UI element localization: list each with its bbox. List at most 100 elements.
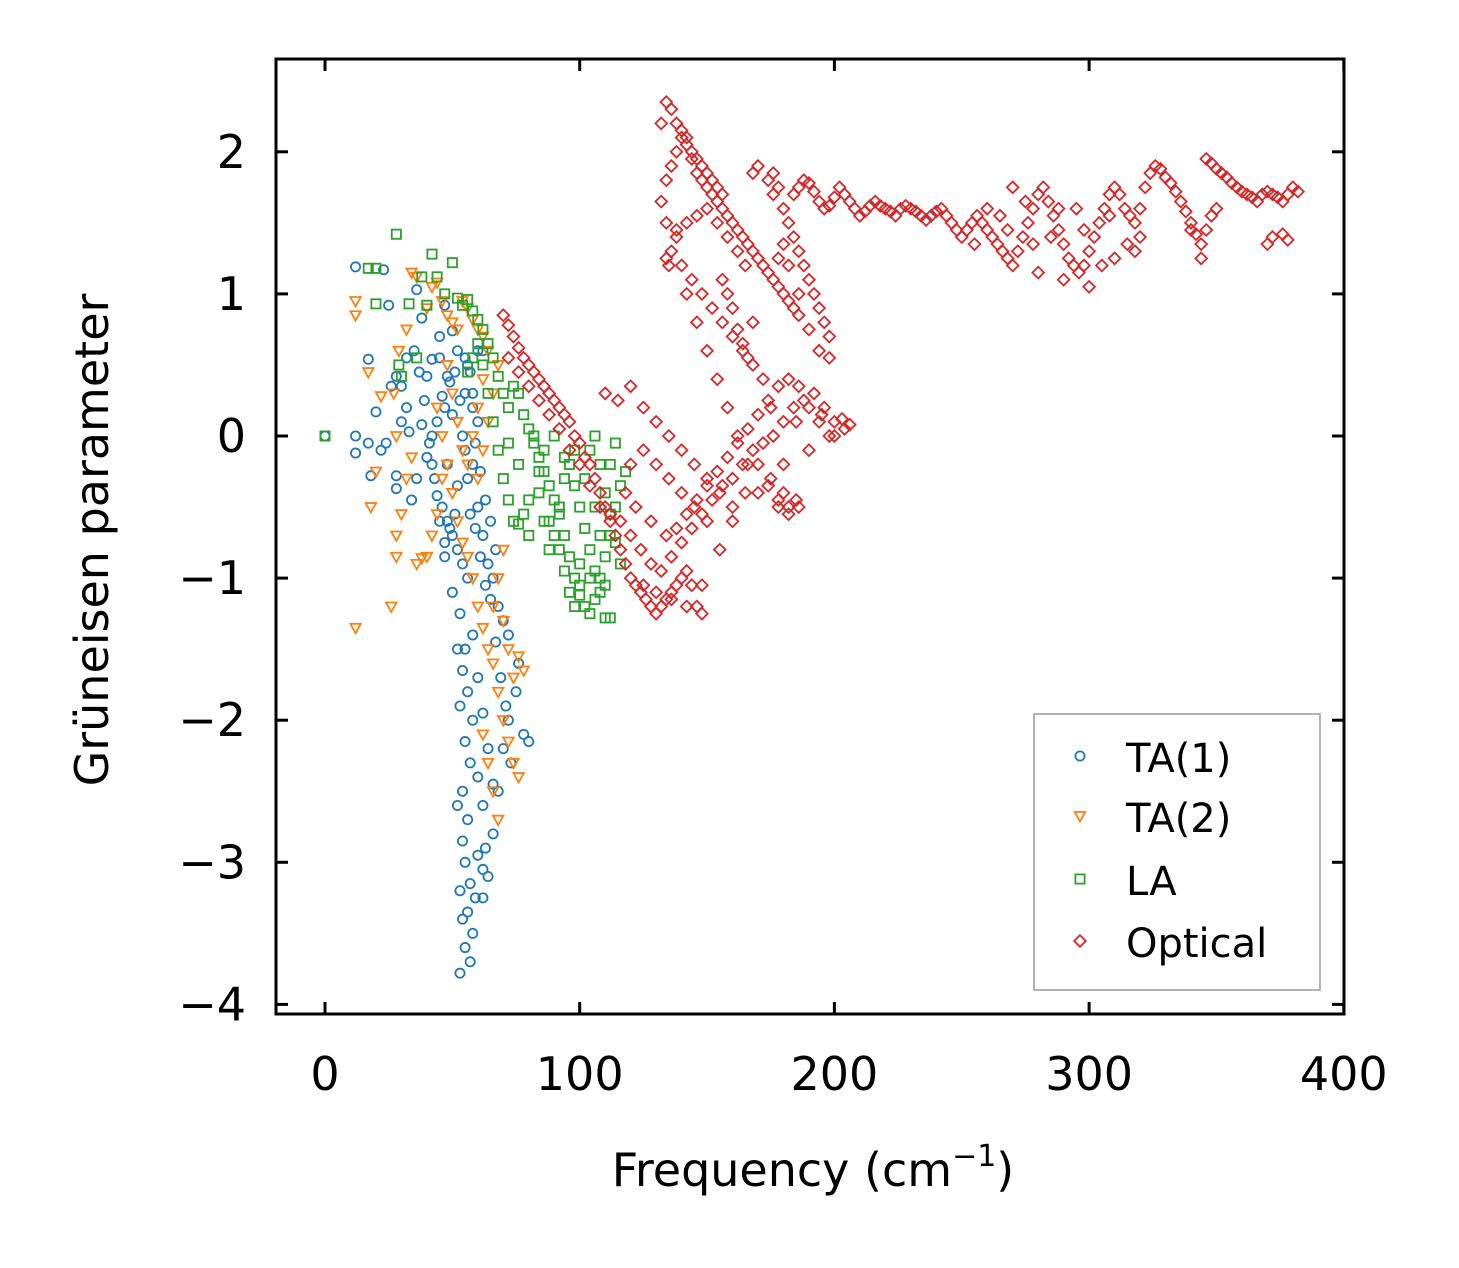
series-ta-1: [319, 261, 535, 979]
data-point: [464, 757, 476, 769]
data-point: [1036, 180, 1051, 195]
data-point: [370, 298, 382, 310]
data-point: [464, 878, 476, 890]
data-point: [486, 601, 500, 614]
data-point: [350, 261, 362, 273]
data-point: [454, 608, 466, 620]
data-point: [392, 345, 406, 358]
data-point: [455, 445, 470, 458]
data-point: [661, 471, 676, 486]
data-point: [614, 480, 626, 492]
data-point: [715, 315, 730, 330]
data-point: [459, 856, 471, 868]
data-point: [1260, 237, 1275, 252]
data-point: [654, 116, 669, 131]
data-point: [487, 416, 499, 428]
data-point: [679, 286, 694, 301]
data-point: [528, 437, 540, 449]
data-point: [521, 379, 536, 394]
data-point: [574, 579, 586, 591]
data-point: [469, 892, 481, 904]
data-point: [980, 222, 995, 238]
data-point: [786, 400, 801, 415]
data-point: [789, 414, 804, 429]
data-point: [674, 258, 689, 273]
data-point: [425, 281, 439, 295]
data-point: [620, 466, 632, 478]
data-point: [694, 606, 710, 621]
data-point: [446, 257, 458, 269]
data-point: [361, 367, 376, 380]
data-point: [628, 499, 643, 515]
data-point: [771, 279, 786, 294]
data-point: [674, 535, 689, 550]
data-point: [431, 416, 443, 428]
data-point: [674, 443, 689, 458]
legend-label-4: Optical: [1126, 921, 1267, 967]
data-point: [421, 451, 433, 463]
data-point: [1290, 184, 1306, 199]
x-tick-label: 300: [1045, 1047, 1133, 1101]
data-point: [750, 251, 766, 266]
data-point: [1132, 229, 1148, 245]
data-point: [482, 871, 494, 883]
data-point: [812, 343, 827, 358]
data-point: [822, 350, 837, 365]
data-point: [502, 402, 514, 414]
data-point: [506, 329, 521, 344]
data-point: [401, 352, 413, 364]
data-point: [679, 599, 694, 614]
data-point: [664, 244, 679, 259]
data-point: [543, 544, 555, 556]
data-point: [454, 885, 466, 897]
data-point: [654, 194, 669, 209]
data-point: [393, 359, 405, 371]
data-point: [426, 430, 438, 442]
data-point: [1120, 237, 1135, 252]
data-point: [684, 151, 699, 166]
data-point: [1183, 215, 1199, 230]
data-point: [497, 743, 509, 755]
data-point: [501, 350, 516, 365]
data-point: [776, 237, 791, 252]
data-point: [406, 494, 418, 506]
data-point: [497, 473, 509, 485]
data-point: [1087, 229, 1102, 245]
data-point: [523, 529, 535, 541]
data-point: [1138, 180, 1153, 195]
data-point: [967, 237, 982, 252]
data-point: [348, 310, 363, 323]
data-point: [893, 201, 908, 216]
data-point: [533, 466, 545, 478]
data-point: [416, 271, 428, 283]
data-point: [781, 215, 796, 230]
data-point: [394, 509, 409, 522]
y-tick-label: −1: [178, 551, 246, 605]
data-point: [679, 563, 694, 579]
data-point: [761, 393, 776, 408]
data-point: [613, 514, 628, 529]
data-point: [944, 215, 959, 230]
data-point: [562, 414, 577, 429]
data-point: [526, 364, 541, 380]
data-point: [399, 324, 414, 337]
data-point: [1127, 215, 1143, 230]
data-point: [370, 406, 382, 418]
data-point: [699, 343, 715, 358]
data-point: [730, 222, 745, 238]
data-point: [584, 444, 596, 456]
data-point: [511, 364, 526, 380]
data-point: [547, 393, 562, 408]
data-point: [450, 516, 465, 529]
data-point: [462, 686, 474, 698]
data-point: [699, 514, 715, 529]
data-point: [383, 299, 395, 311]
data-point: [740, 421, 755, 436]
data-point: [628, 578, 643, 593]
data-point: [763, 471, 778, 486]
data-point: [694, 578, 710, 593]
data-point: [471, 473, 485, 486]
data-point: [496, 308, 511, 323]
x-tick-label: 100: [536, 1047, 624, 1101]
data-point: [426, 248, 438, 260]
